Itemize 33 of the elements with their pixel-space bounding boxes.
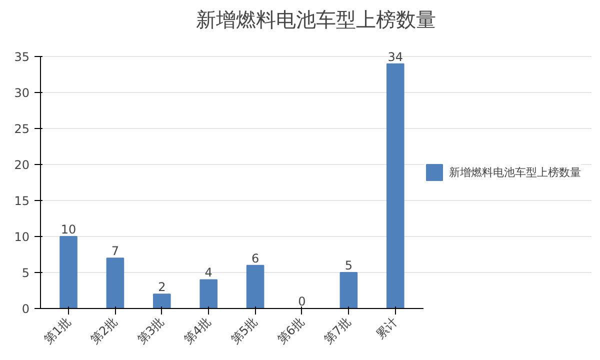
y-tick-label: 0 <box>22 302 30 316</box>
data-label: 10 <box>60 222 76 237</box>
y-tick-label: 10 <box>14 230 30 244</box>
x-tick-label: 第4批 <box>181 314 214 347</box>
x-tick-label: 第1批 <box>41 314 74 347</box>
y-tick-label: 5 <box>22 266 30 280</box>
bar <box>60 236 78 308</box>
bar <box>386 63 404 308</box>
legend-label: 新增燃料电池车型上榜数量 <box>449 164 581 180</box>
x-tick-label: 第5批 <box>228 314 260 347</box>
data-label: 2 <box>158 280 166 294</box>
y-tick-label: 35 <box>14 50 30 64</box>
x-tick-label: 第2批 <box>88 314 120 347</box>
data-label: 5 <box>344 258 353 273</box>
bar <box>340 272 358 308</box>
bar <box>200 279 218 308</box>
x-tick-label: 累计 <box>373 314 400 342</box>
y-tick-label: 30 <box>14 86 30 100</box>
chart-title: 新增燃料电池车型上榜数量 <box>196 8 436 32</box>
bar <box>106 258 124 308</box>
bar <box>246 264 264 308</box>
y-tick-label: 15 <box>14 194 30 208</box>
y-tick-label: 25 <box>14 122 30 136</box>
data-label: 7 <box>111 244 120 258</box>
x-tick-label: 第7批 <box>321 314 354 347</box>
bar <box>153 294 171 308</box>
data-label: 6 <box>251 251 260 266</box>
x-tick-label: 第3批 <box>134 314 167 347</box>
data-label: 4 <box>204 266 212 280</box>
x-tick-label: 第6批 <box>274 314 307 347</box>
data-label: 0 <box>298 294 306 308</box>
y-tick-label: 20 <box>14 158 30 172</box>
data-label: 34 <box>388 50 404 64</box>
